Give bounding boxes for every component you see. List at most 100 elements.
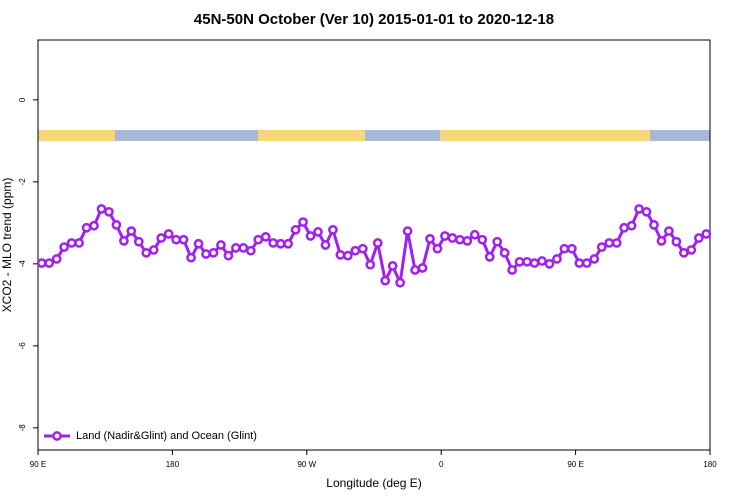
data-point [686, 245, 697, 255]
data-point [596, 242, 607, 252]
data-point [283, 238, 293, 249]
data-point [119, 236, 129, 246]
data-point [514, 256, 525, 267]
data-point [231, 243, 241, 253]
data-point [507, 265, 517, 275]
data-point [679, 247, 689, 258]
data-point [178, 234, 189, 245]
data-point [574, 258, 585, 268]
data-point [619, 222, 629, 233]
data-point [656, 236, 667, 246]
data-point [440, 231, 450, 241]
x-tick-label: 180 [703, 460, 717, 469]
data-point [350, 245, 361, 256]
data-point [693, 233, 704, 243]
data-point [372, 238, 383, 248]
data-point [201, 249, 211, 259]
data-point [537, 256, 547, 266]
data-point [216, 240, 226, 250]
data-point [148, 245, 159, 255]
data-point [66, 238, 77, 248]
data-point [462, 236, 473, 246]
data-point [469, 229, 480, 240]
land-ocean-strip [38, 130, 710, 141]
data-point [335, 249, 346, 260]
data-point [402, 226, 413, 236]
data-point [380, 275, 391, 286]
x-axis-label: Longitude (deg E) [326, 476, 421, 490]
x-tick-label: 90 E [30, 460, 46, 469]
data-point [567, 243, 577, 254]
y-tick-label: -8 [18, 424, 27, 432]
data-point [529, 258, 540, 268]
data-point [581, 258, 592, 268]
x-tick-label: 0 [439, 460, 444, 469]
data-point [544, 259, 555, 269]
data-point [626, 220, 637, 231]
data-point [320, 240, 331, 250]
data-point [477, 234, 488, 245]
data-point [395, 277, 405, 288]
data-point [552, 254, 562, 264]
data-point [81, 222, 92, 233]
data-point [410, 265, 420, 275]
data-point [634, 204, 644, 214]
data-point [290, 224, 301, 235]
y-tick-label: -2 [18, 178, 27, 186]
y-tick-label: 0 [18, 97, 27, 102]
data-point [604, 238, 615, 248]
data-point [611, 238, 622, 248]
data-point [126, 226, 137, 236]
data-point [141, 247, 152, 258]
x-tick-label: 90 E [567, 460, 583, 469]
legend-label: Land (Nadir&Glint) and Ocean (Glint) [76, 430, 257, 442]
data-point [649, 220, 659, 230]
data-point [223, 250, 234, 261]
data-point [193, 238, 204, 249]
data-point [96, 204, 107, 214]
data-point [238, 243, 249, 253]
data-point [492, 236, 503, 247]
data-point [186, 252, 196, 263]
data-point [522, 256, 532, 267]
data-point [425, 234, 435, 244]
data-point [305, 231, 316, 241]
data-point [432, 243, 443, 254]
data-point [104, 206, 114, 217]
data-point [589, 254, 600, 264]
data-point [156, 233, 167, 243]
data-point [701, 229, 712, 239]
data-point [245, 245, 256, 256]
data-point [455, 234, 465, 245]
data-point [268, 238, 279, 248]
data-point [74, 238, 84, 248]
data-point [328, 224, 338, 235]
chart-title: 45N-50N October (Ver 10) 2015-01-01 to 2… [194, 11, 554, 28]
data-point [387, 261, 398, 271]
data-point [111, 220, 122, 230]
data-point [447, 233, 458, 243]
data-point [208, 247, 219, 258]
data-point [313, 227, 323, 237]
data-point [664, 226, 674, 236]
data-point [671, 236, 682, 247]
data-point [641, 206, 652, 217]
data-point [484, 252, 495, 262]
data-point [298, 217, 308, 227]
data-point [44, 258, 55, 268]
data-point [51, 254, 62, 264]
plot-frame [37, 39, 711, 451]
x-tick-label: 90 W [297, 460, 316, 469]
y-tick-label: -4 [18, 260, 27, 268]
y-axis-label: XCO2 - MLO trend (ppm) [0, 178, 14, 313]
data-point [357, 243, 368, 254]
y-tick-label: -6 [18, 342, 27, 350]
data-point [499, 247, 510, 258]
data-point [89, 220, 99, 231]
x-tick-label: 180 [166, 460, 180, 469]
data-point [171, 234, 181, 245]
data-point [36, 258, 47, 268]
legend-marker [52, 431, 62, 441]
data-point [417, 263, 428, 273]
